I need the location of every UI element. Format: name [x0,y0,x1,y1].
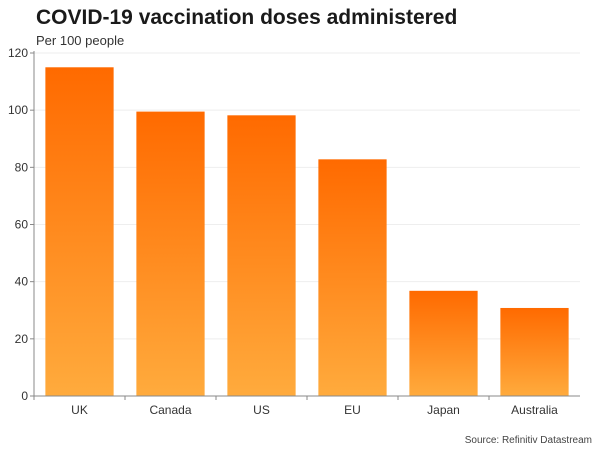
source-note: Source: Refinitiv Datastream [464,435,592,446]
y-tick-label: 100 [8,103,28,117]
y-tick-label: 60 [15,218,29,232]
bar-canada [136,111,205,397]
y-tick-label: 20 [15,332,29,346]
x-tick-label: Japan [427,403,460,417]
bar-australia [500,307,569,396]
bar-eu [318,159,387,396]
bar-japan [409,290,478,396]
bars [45,67,569,397]
y-axis: 0 20 40 60 80 100 120 [8,46,35,403]
x-tick-label: EU [344,403,361,417]
x-axis: UK Canada US EU Japan Australia [33,395,580,417]
x-tick-label: UK [71,403,88,417]
y-tick-label: 40 [15,275,29,289]
x-tick-label: Australia [511,403,558,417]
y-tick-label: 120 [8,46,28,60]
chart-subtitle: Per 100 people [36,33,125,48]
y-tick-label: 0 [21,389,28,403]
bar-us [227,115,296,396]
x-tick-label: Canada [149,403,191,417]
x-tick-label: US [253,403,270,417]
y-tick-label: 80 [15,160,29,174]
grid-lines [34,52,580,340]
chart-title: COVID-19 vaccination doses administered [36,6,458,29]
bar-uk [45,67,114,397]
